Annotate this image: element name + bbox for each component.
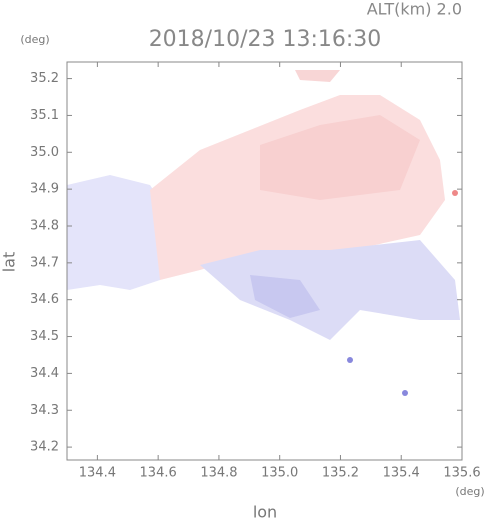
x-tick-label: 135.0 xyxy=(261,466,298,481)
x-unit: (deg) xyxy=(455,485,484,498)
echo-region xyxy=(402,390,408,396)
x-tick-label: 134.4 xyxy=(79,466,116,481)
echo-region xyxy=(260,115,420,200)
echo-region xyxy=(67,175,160,290)
y-tick-label: 34.4 xyxy=(30,366,59,381)
y-tick-label: 34.2 xyxy=(30,440,59,455)
x-tick-label: 135.2 xyxy=(322,466,359,481)
y-tick-label: 34.9 xyxy=(30,182,59,197)
echo-region xyxy=(295,70,340,82)
echo-region xyxy=(452,190,458,196)
y-unit: (deg) xyxy=(20,33,49,46)
y-tick-label: 35.1 xyxy=(30,108,59,123)
x-tick-label: 135.4 xyxy=(383,466,420,481)
velocity-field xyxy=(67,70,460,396)
x-tick-label: 135.6 xyxy=(443,466,480,481)
echo-region xyxy=(200,240,460,340)
y-tick-label: 34.6 xyxy=(30,292,59,307)
y-tick-label: 34.3 xyxy=(30,403,59,418)
x-tick-label: 134.6 xyxy=(140,466,177,481)
chart-title: 2018/10/23 13:16:30 xyxy=(149,27,382,52)
y-tick-label: 34.7 xyxy=(30,255,59,270)
echo-region xyxy=(250,275,320,318)
y-axis-label: lat xyxy=(0,252,19,273)
y-tick-label: 35.2 xyxy=(30,71,59,86)
y-tick-label: 34.8 xyxy=(30,218,59,233)
x-tick-label: 134.8 xyxy=(200,466,237,481)
plot-frame xyxy=(66,61,463,461)
echo-region xyxy=(347,357,353,363)
altitude-label: ALT(km) 2.0 xyxy=(367,0,462,19)
x-axis-label: lon xyxy=(253,503,277,521)
y-tick-label: 35.0 xyxy=(30,145,59,160)
y-tick-label: 34.5 xyxy=(30,329,59,344)
